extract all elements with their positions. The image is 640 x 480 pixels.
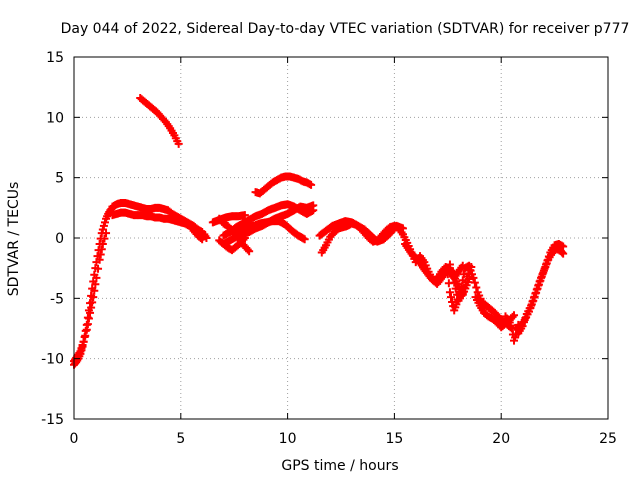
data-point [75,349,84,358]
data-point [309,201,318,210]
data-point [447,293,456,302]
series-mid-c [230,217,309,244]
data-point [460,283,469,292]
data-point [534,281,543,290]
data-point [88,298,97,307]
data-point [95,255,104,264]
data-point [84,314,93,323]
y-tick-label: -5 [50,291,64,307]
series-tail-6 [189,226,211,244]
data-point [98,240,107,249]
data-point [87,303,96,312]
x-tick-label: 10 [279,431,297,447]
data-point [82,325,91,334]
data-point [91,280,100,289]
data-point [240,234,249,242]
data-point [81,331,90,340]
series-rise-21-23-b [514,244,568,338]
series-seg-12-15-b [315,217,407,246]
data-point [97,245,106,254]
data-point [92,273,101,282]
data-point [83,320,92,329]
data-point [447,266,456,275]
data-point [508,312,517,321]
data-points [70,94,568,369]
series-high-arc [136,94,183,148]
data-point [245,247,254,256]
data-point [307,180,316,189]
data-point [559,249,568,258]
data-point [458,289,467,298]
data-point [448,272,457,281]
y-tick-label: 5 [55,171,64,187]
x-tick-label: 20 [492,431,510,447]
data-point [461,278,470,287]
y-tick-label: 0 [55,231,64,247]
data-point [102,229,111,238]
data-point [510,311,519,320]
data-point [445,260,454,269]
data-point [450,278,459,287]
data-point [472,283,481,292]
data-point [529,293,538,302]
axis-ticks [73,56,609,420]
y-axis-label: SDTVAR / TECUs [6,182,22,297]
data-point [532,285,541,294]
data-point [174,139,183,148]
series-rise-b [70,229,111,366]
data-point [239,235,248,244]
data-point [202,234,211,242]
data-point [243,245,252,254]
data-point [94,264,103,273]
series-mid-f [208,211,249,227]
data-point [300,235,309,244]
data-point [240,211,249,220]
data-point [96,250,105,259]
y-tick-label: 10 [46,110,64,126]
x-tick-labels: 0 5 10 15 20 25 [70,431,617,447]
data-point [519,318,528,327]
data-point [89,293,98,302]
x-tick-label: 15 [385,431,403,447]
x-tick-label: 25 [599,431,617,447]
data-point [527,301,536,310]
data-point [469,273,478,282]
data-point [445,288,454,297]
data-point [559,242,568,251]
y-tick-label: 15 [46,50,64,66]
y-tick-labels: -15 -10 -5 0 5 10 15 [41,50,64,428]
chart-title: Day 044 of 2022, Sidereal Day-to-day VTE… [61,21,630,37]
data-point [100,234,109,243]
data-point [470,278,479,287]
y-tick-label: -10 [41,352,64,368]
x-tick-label: 0 [70,431,79,447]
x-tick-label: 5 [176,431,185,447]
data-point [521,314,530,323]
data-point [451,284,460,293]
y-tick-label: -15 [41,412,64,428]
data-point [531,289,540,298]
data-point [90,286,99,295]
series-mid-e [215,234,249,255]
data-point [79,337,88,346]
data-point [448,297,457,306]
data-point [558,248,567,257]
data-point [528,297,537,306]
data-point [518,322,527,331]
x-axis-label: GPS time / hours [281,458,398,474]
series-mid-upper [251,172,316,198]
data-point [86,308,95,317]
